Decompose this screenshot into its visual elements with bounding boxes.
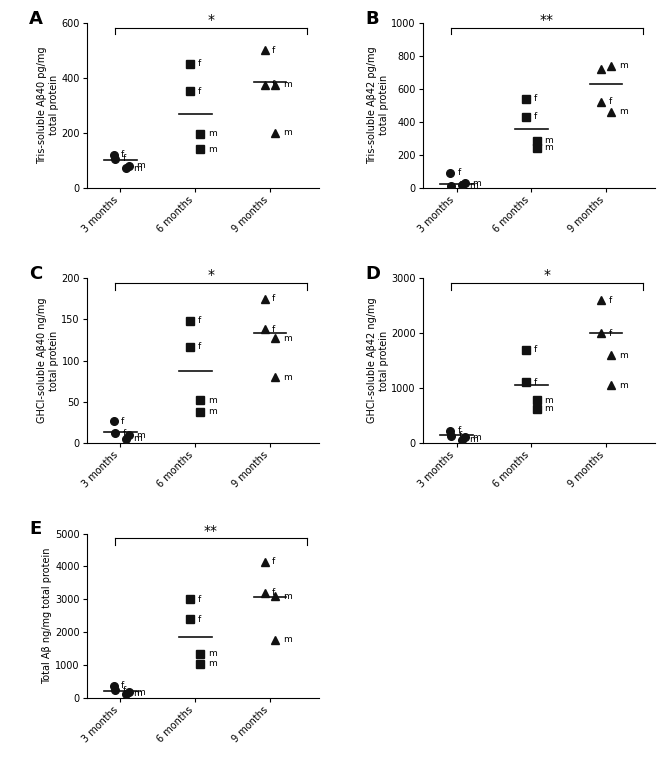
Text: f: f xyxy=(609,97,611,106)
Text: **: ** xyxy=(540,13,554,27)
Y-axis label: GHCl-soluble Aβ40 ng/mg
total protein: GHCl-soluble Aβ40 ng/mg total protein xyxy=(37,298,59,424)
Text: f: f xyxy=(121,682,124,690)
Text: m: m xyxy=(469,181,478,190)
Text: m: m xyxy=(208,395,216,405)
Text: f: f xyxy=(534,94,537,103)
Text: m: m xyxy=(133,689,142,698)
Text: m: m xyxy=(136,161,145,170)
Text: *: * xyxy=(207,13,214,27)
Text: *: * xyxy=(207,268,214,282)
Text: m: m xyxy=(136,688,145,697)
Text: m: m xyxy=(619,107,627,116)
Text: m: m xyxy=(469,435,478,444)
Text: A: A xyxy=(29,10,43,27)
Text: m: m xyxy=(283,80,291,89)
Y-axis label: Total Aβ ng/mg total protein: Total Aβ ng/mg total protein xyxy=(43,548,53,684)
Text: f: f xyxy=(609,295,611,304)
Text: f: f xyxy=(458,168,460,177)
Text: m: m xyxy=(283,373,291,382)
Text: f: f xyxy=(121,150,124,159)
Text: f: f xyxy=(198,59,201,68)
Text: f: f xyxy=(198,342,201,351)
Y-axis label: Tris-soluble Aβ42 pg/mg
total protein: Tris-soluble Aβ42 pg/mg total protein xyxy=(367,46,389,164)
Text: f: f xyxy=(273,557,275,566)
Text: f: f xyxy=(123,685,126,694)
Text: f: f xyxy=(198,87,201,96)
Text: f: f xyxy=(273,294,275,304)
Text: f: f xyxy=(534,345,537,354)
Y-axis label: Tris-soluble Aβ40 pg/mg
total protein: Tris-soluble Aβ40 pg/mg total protein xyxy=(37,46,59,164)
Text: f: f xyxy=(123,154,126,163)
Text: m: m xyxy=(544,136,552,145)
Text: m: m xyxy=(283,128,291,137)
Text: f: f xyxy=(609,329,611,338)
Text: m: m xyxy=(136,431,145,440)
Text: m: m xyxy=(472,433,481,442)
Text: f: f xyxy=(459,431,462,440)
Text: m: m xyxy=(619,381,627,389)
Text: m: m xyxy=(472,179,481,188)
Text: f: f xyxy=(273,46,275,55)
Text: f: f xyxy=(459,181,462,191)
Text: m: m xyxy=(208,130,216,138)
Text: m: m xyxy=(133,434,142,443)
Text: B: B xyxy=(365,10,379,27)
Text: f: f xyxy=(273,325,275,334)
Text: D: D xyxy=(365,265,380,283)
Text: *: * xyxy=(543,268,550,282)
Text: f: f xyxy=(198,615,201,624)
Y-axis label: GHCl-soluble Aβ42 ng/mg
total protein: GHCl-soluble Aβ42 ng/mg total protein xyxy=(367,298,389,424)
Text: **: ** xyxy=(204,524,218,537)
Text: m: m xyxy=(283,635,291,644)
Text: f: f xyxy=(198,317,201,326)
Text: m: m xyxy=(208,407,216,416)
Text: m: m xyxy=(283,591,291,600)
Text: f: f xyxy=(273,80,275,89)
Text: C: C xyxy=(29,265,42,283)
Text: m: m xyxy=(208,659,216,668)
Text: m: m xyxy=(133,164,142,173)
Text: m: m xyxy=(208,649,216,658)
Text: m: m xyxy=(283,334,291,343)
Text: f: f xyxy=(609,65,611,74)
Text: f: f xyxy=(198,595,201,604)
Text: f: f xyxy=(534,378,537,387)
Text: m: m xyxy=(208,144,216,153)
Text: f: f xyxy=(458,427,460,436)
Text: f: f xyxy=(534,112,537,121)
Text: m: m xyxy=(619,61,627,70)
Text: m: m xyxy=(544,405,552,414)
Text: E: E xyxy=(29,521,41,538)
Text: f: f xyxy=(273,588,275,597)
Text: m: m xyxy=(544,395,552,405)
Text: m: m xyxy=(544,143,552,153)
Text: m: m xyxy=(619,351,627,360)
Text: f: f xyxy=(121,417,124,426)
Text: f: f xyxy=(123,429,126,437)
